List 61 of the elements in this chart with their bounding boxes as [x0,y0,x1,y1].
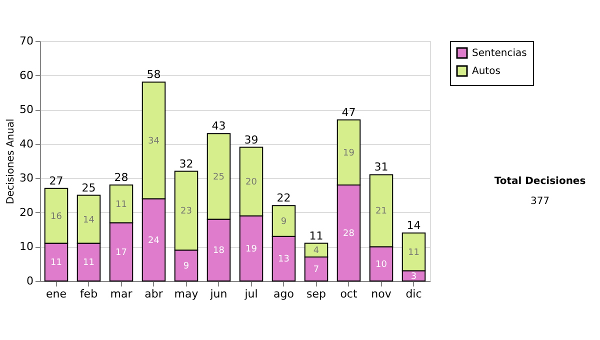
data-label: 14 [83,215,95,226]
y-tick-label: 10 [20,240,34,254]
data-label: 19 [246,244,258,254]
data-label: 4 [313,246,320,256]
total-label: 27 [49,174,64,188]
data-label: 9 [183,262,190,272]
total-label: 22 [276,192,291,205]
y-tick-label: 60 [20,68,34,82]
data-label: 11 [116,200,127,210]
x-tick-label: feb [80,288,98,300]
y-tick-label: 70 [20,34,34,48]
x-tick-label: ago [274,288,294,300]
x-tick-label: dic [406,288,422,300]
legend-label: Sentencias [472,48,527,59]
total-label: 39 [244,133,258,146]
data-label: 19 [343,148,355,158]
total-label: 43 [212,120,226,133]
legend-label: Autos [472,66,500,77]
data-label: 10 [376,260,388,270]
x-tick-label: oct [340,288,358,300]
data-label: 16 [50,212,62,222]
total-label: 28 [114,171,128,184]
y-tick-label: 20 [20,206,34,219]
x-tick-label: abr [144,288,164,300]
text: Total Decisiones [494,176,586,187]
x-tick-label: ene [46,288,67,300]
total-label: 58 [146,68,161,82]
data-label: 18 [213,246,225,256]
data-label: 34 [148,136,160,146]
x-tick-label: sep [306,288,326,300]
total-label: 11 [309,229,324,242]
text: 377 [530,196,550,207]
total-label: 32 [179,157,194,170]
data-label: 21 [376,206,387,217]
x-tick-label: jun [209,288,228,300]
total-label: 25 [82,181,96,194]
data-label: 11 [83,258,94,268]
data-label: 20 [246,178,258,188]
data-label: 23 [180,206,192,217]
data-label: 11 [408,248,420,258]
total-label: 31 [374,160,388,174]
y-tick-label: 30 [20,172,34,185]
total-label: 47 [342,106,356,119]
data-label: 13 [278,254,290,265]
data-label: 17 [116,248,127,258]
x-tick-label: jul [244,288,258,300]
data-label: 9 [280,217,287,227]
y-tick-label: 0 [26,274,34,288]
data-label: 3 [410,272,417,282]
x-tick-label: nov [371,288,392,300]
data-label: 25 [213,172,224,182]
data-label: 28 [343,229,355,239]
total-label: 14 [406,219,421,232]
y-axis-title: Decisiones Anual [6,118,17,204]
data-label: 24 [148,236,160,246]
x-tick-label: may [174,288,199,300]
x-tick-label: mar [110,288,133,300]
y-tick-label: 50 [20,103,34,116]
data-label: 7 [313,265,320,275]
data-label: 11 [50,258,62,268]
y-tick-label: 40 [20,137,34,150]
